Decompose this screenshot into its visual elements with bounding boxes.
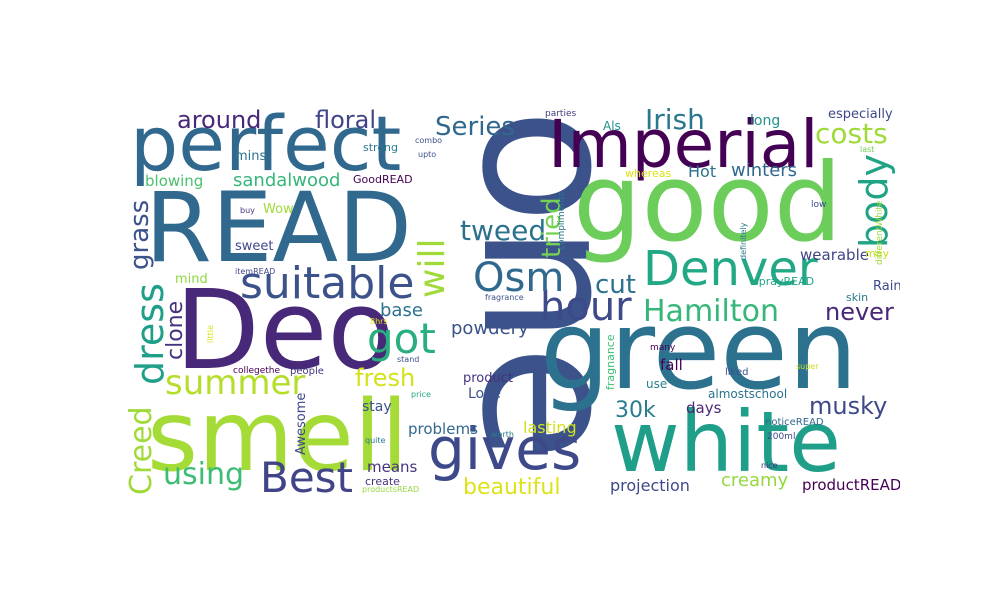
word-fall: fall [660, 356, 683, 374]
word-musky: musky [809, 392, 888, 420]
word-quite: quite [365, 436, 386, 445]
word-liked: liked [725, 367, 749, 378]
word-blowing: blowing [145, 172, 204, 190]
word-price: price [411, 390, 431, 399]
word-irish: Irish [645, 103, 705, 136]
word-200ml: 200ml [767, 432, 796, 442]
word-days: days [686, 399, 722, 417]
word-osm: Osm [473, 255, 565, 301]
word-sweet: sweet [235, 239, 274, 254]
word-perfect: perfect [130, 100, 402, 188]
word-super: super [796, 362, 819, 371]
word-whereas: whereas [625, 167, 672, 180]
word-wearable: wearable [800, 246, 869, 264]
word-lasting: lasting [523, 418, 577, 437]
word-smell: smell [147, 380, 409, 494]
word-mind: mind [175, 272, 208, 287]
word-noticeread: noticeREAD [765, 417, 824, 428]
word-green: green [540, 286, 858, 414]
word-good: good [573, 141, 843, 266]
word-problems: problems [408, 420, 478, 438]
word-itemread: itemREAD [235, 267, 276, 276]
word-low: low [811, 200, 827, 210]
word-fragrance: fragrance [485, 293, 524, 302]
word-many: many [650, 343, 676, 353]
word-use: use [646, 377, 668, 391]
word-tweed: tweed [460, 214, 547, 247]
word-collegethe: collegethe [233, 366, 281, 376]
word-cloud: one green good READ smell white Deo perf… [125, 100, 900, 500]
word-combo: combo [415, 136, 443, 145]
word-8hrs: 8hrs [370, 317, 388, 326]
word-denver: Denver [643, 241, 818, 297]
word-almostschool: almostschool [708, 387, 788, 401]
word-fresh: fresh [355, 364, 416, 392]
word-creed: Creed [125, 406, 159, 495]
word-als: Als [603, 119, 621, 133]
word-productsread: productsREAD [362, 485, 420, 494]
word-worth: worth [491, 430, 514, 439]
word-creamy: creamy [721, 470, 789, 491]
word-last: last [860, 145, 875, 154]
word-skin: skin [846, 291, 869, 304]
word-sandalwood: sandalwood [233, 170, 341, 191]
word-white: white [611, 393, 841, 491]
word-deo: Deo [175, 266, 395, 394]
word-cut: cut [595, 270, 636, 300]
word-grass: grass [125, 199, 155, 270]
word-productread: productREAD [802, 476, 900, 494]
word-costs: costs [815, 117, 888, 150]
word-means: means [367, 458, 418, 476]
word-body: body [852, 154, 896, 248]
word-base: base [380, 300, 423, 321]
word-nice: nice [761, 461, 778, 470]
word-product: product [463, 371, 514, 386]
word-hamilton: Hamilton [643, 294, 779, 329]
word-imperial: Imperial [548, 106, 819, 183]
word-stay: stay [362, 399, 392, 415]
word-floral: floral [315, 106, 377, 134]
word-strong: strong [363, 141, 399, 154]
word-series: Series [435, 112, 515, 142]
word-upto: upto [418, 150, 437, 159]
word-summer: summer [165, 363, 306, 403]
word-create: create [365, 475, 400, 488]
word-definitely: definitely [739, 222, 748, 260]
word-powdery: powdery [451, 318, 529, 339]
word-love: Love [468, 386, 502, 402]
word-30k: 30k [615, 398, 656, 423]
word-sprayread: sprayREAD [753, 275, 815, 288]
word-got: got [367, 314, 436, 363]
word-never: never [825, 298, 894, 326]
word-wow: Wow [263, 202, 294, 217]
word-best: Best [260, 453, 354, 500]
word-mins: mins [235, 149, 267, 164]
word-awesome: Awesome [294, 392, 309, 455]
word-suitable: suitable [240, 258, 415, 309]
word-buy: buy [240, 206, 255, 215]
word-clone: clone [163, 300, 188, 360]
word-especially: especially [828, 107, 893, 122]
word-will: will [412, 238, 453, 298]
word-goodread: GoodREAD [353, 173, 413, 186]
word-hot: Hot [688, 162, 717, 181]
word-people: people [290, 366, 324, 377]
word-parties: parties [545, 109, 577, 119]
word-projection: projection [610, 476, 690, 495]
word-little: little [206, 325, 215, 343]
word-stand: stand [397, 355, 420, 364]
word-using: using [163, 457, 245, 492]
word-hour: hour [540, 284, 632, 330]
word-differentwhite: differentWhite [875, 200, 885, 265]
word-winters: winters [731, 160, 798, 181]
word-fragnance: fragnance [604, 334, 617, 390]
word-compliments: compliments [557, 191, 567, 250]
word-rainy: Rainy [873, 279, 900, 294]
word-around: around [177, 106, 262, 134]
word-may: may [865, 247, 889, 260]
word-read: READ [145, 172, 412, 284]
word-long: long [750, 113, 781, 129]
word-beautiful: beautiful [463, 475, 561, 500]
word-gives: gives [428, 415, 582, 483]
